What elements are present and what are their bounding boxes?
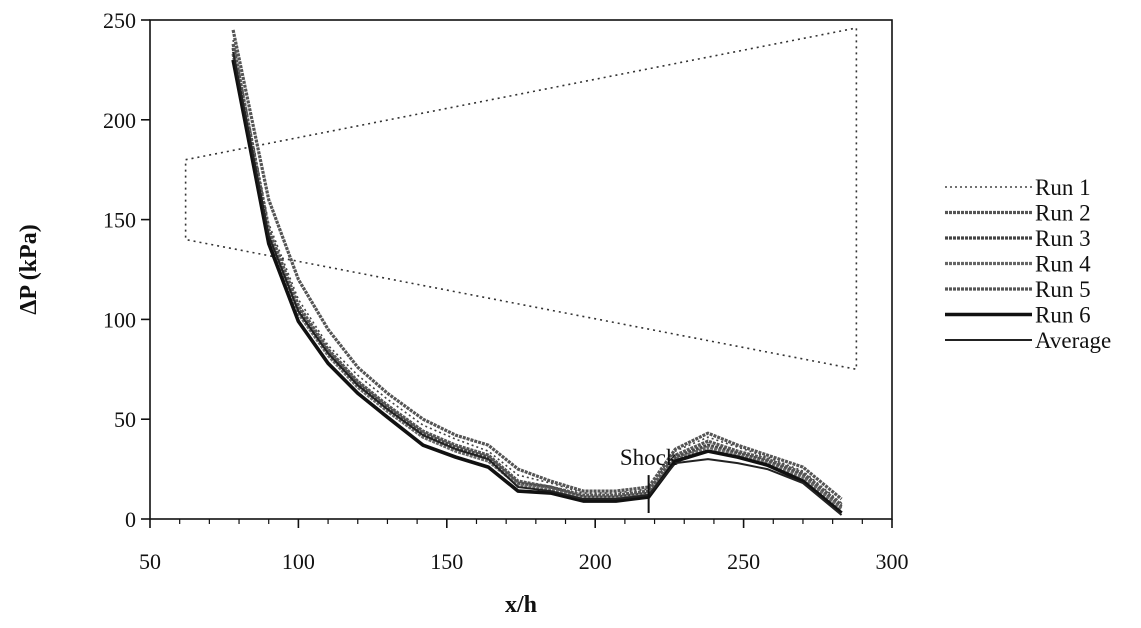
series-layer: [231, 29, 843, 516]
legend-label: Run 4: [1035, 252, 1091, 277]
legend-label: Run 6: [1035, 303, 1091, 328]
x-tick-label: 250: [727, 549, 760, 574]
geometry-outline-layer: [184, 27, 858, 371]
legend-label: Run 2: [1035, 201, 1091, 226]
legend-label: Run 5: [1035, 277, 1091, 302]
series-line-run-1: [232, 39, 843, 504]
series-line-run-3: [231, 47, 843, 509]
series-line-run-6: [231, 59, 843, 515]
series-line-run-2: [231, 29, 843, 501]
x-tick-label: 100: [282, 549, 315, 574]
y-tick-label: 250: [103, 8, 136, 33]
x-tick-label: 200: [579, 549, 612, 574]
y-tick-label: 150: [103, 208, 136, 233]
shock-annotation-label: Shock: [620, 445, 678, 470]
series-line-average: [232, 51, 843, 516]
y-tick-label: 200: [103, 108, 136, 133]
legend-label: Average: [1035, 328, 1111, 353]
x-tick-label: 150: [430, 549, 463, 574]
y-tick-label: 0: [125, 507, 136, 532]
x-axis-title: x/h: [505, 592, 537, 618]
geometry-outline: [184, 27, 858, 371]
legend-label: Run 1: [1035, 175, 1091, 200]
series-line-run-5: [231, 43, 843, 507]
x-tick-label: 50: [139, 549, 161, 574]
annotation-layer: Shock: [620, 445, 678, 513]
series-line-run-4: [231, 53, 843, 511]
y-axis-title: ΔP (kPa): [16, 224, 42, 314]
y-tick-label: 100: [103, 307, 136, 332]
x-tick-label: 300: [876, 549, 909, 574]
y-tick-label: 50: [114, 407, 136, 432]
plot-frame: [149, 19, 893, 520]
legend-label: Run 3: [1035, 226, 1091, 251]
